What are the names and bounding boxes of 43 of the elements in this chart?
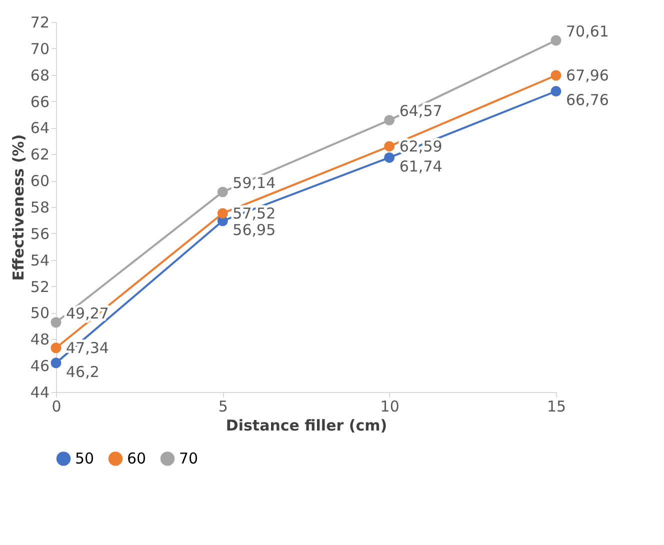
point (384, 152, 395, 163)
x-axis-title: Distance filler (cm) (226, 416, 388, 434)
point (550, 86, 562, 96)
y-tick-label: 46 (30, 357, 50, 376)
y-tick-label: 68 (30, 66, 50, 84)
point (550, 70, 562, 81)
data-label: 59,14 (232, 174, 276, 192)
x-tick-label: 15 (546, 398, 566, 416)
y-tick-label: 50 (30, 304, 50, 322)
point (50, 317, 62, 328)
legend-label: 60 (127, 450, 146, 468)
y-tick-label: 72 (30, 14, 50, 32)
point (217, 208, 228, 219)
y-tick-label: 52 (30, 278, 50, 296)
point (217, 186, 228, 198)
point (50, 342, 62, 354)
data-label: 67,96 (566, 66, 609, 84)
y-tick-label: 48 (30, 330, 50, 349)
data-label: 66,76 (566, 91, 609, 110)
x-tick-label: 10 (380, 398, 400, 416)
data-label: 61,74 (399, 158, 442, 176)
legend-label: 50 (75, 450, 94, 468)
data-label: 56,95 (232, 220, 276, 239)
y-tick-label: 58 (30, 198, 50, 216)
point (550, 35, 562, 46)
point (384, 114, 395, 126)
x-tick-label: 0 (52, 398, 62, 416)
data-label: 64,57 (399, 102, 442, 120)
y-tick-label: 64 (30, 119, 50, 138)
y-tick-label: 44 (30, 384, 50, 402)
x-tick-label: 5 (218, 398, 228, 416)
y-tick-label: 62 (30, 146, 50, 164)
legend-label: 70 (179, 450, 198, 468)
point (50, 358, 62, 368)
y-tick-label: 54 (30, 251, 50, 270)
y-tick-label: 60 (30, 172, 50, 190)
y-tick-label: 56 (30, 224, 50, 243)
y-tick-label: 66 (30, 92, 50, 111)
point (384, 141, 395, 152)
data-label: 46,2 (66, 362, 100, 381)
data-label: 70,61 (566, 22, 609, 40)
y-axis-title: Effectiveness (%) (9, 134, 28, 281)
y-tick-label: 70 (30, 40, 50, 58)
